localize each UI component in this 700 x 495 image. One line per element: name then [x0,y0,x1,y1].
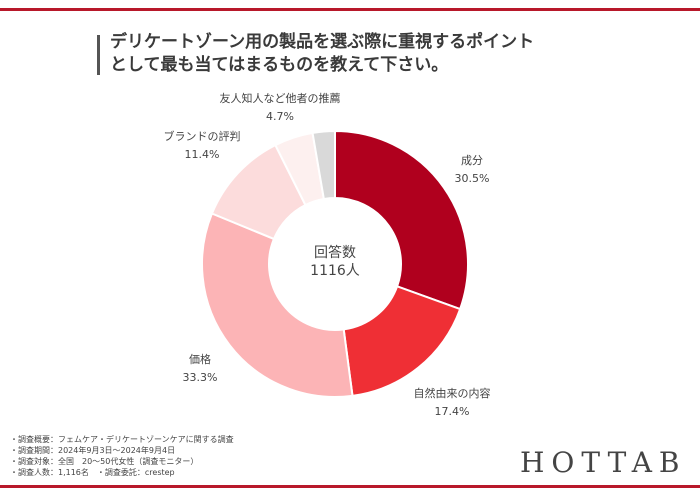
category-label: 成分 [461,154,483,167]
slice-label-natural: 自然由来の内容 17.4% [397,385,507,421]
title-line-2: として最も当てはまるものを教えて下さい。 [110,55,449,75]
value-label: 4.7% [266,110,294,123]
slice-label-brand: ブランドの評判 11.4% [152,128,252,164]
slice-label-price: 価格 33.3% [170,351,230,387]
value-label: 33.3% [182,371,218,384]
chart-title: デリケートゾーン用の製品を選ぶ際に重視するポイント として最も当てはまるものを教… [110,31,670,77]
category-label: ブランドの評判 [163,130,241,143]
note-line: ・調査人数：1,116名 ・調査委託：crestep [10,468,175,477]
donut-slice [311,129,336,201]
donut-slice [334,129,469,311]
value-label: 11.4% [184,148,220,161]
donut-center: 回答数 1116人 [285,244,385,280]
note-line: ・調査対象：全国 20〜50代女性（調査モニター） [10,457,199,466]
title-accent-bar [97,35,100,75]
center-count: 1116人 [310,263,360,279]
survey-notes: ・調査概要：フェムケア・デリケートゾーンケアに関する調査 ・調査期間：2024年… [10,434,234,478]
category-label: 友人知人など他者の推薦 [219,92,341,105]
top-accent-line [0,8,700,11]
center-label: 回答数 [314,245,356,261]
value-label: 17.4% [434,405,470,418]
value-label: 30.5% [454,172,490,185]
category-label: 自然由来の内容 [413,387,491,400]
note-line: ・調査概要：フェムケア・デリケートゾーンケアに関する調査 [10,435,234,444]
slice-label-recommendation: 友人知人など他者の推薦 4.7% [205,90,355,126]
slice-label-ingredients: 成分 30.5% [437,152,507,188]
brand-logo: HOTTAB [520,446,687,479]
bottom-accent-line [0,485,700,488]
title-line-1: デリケートゾーン用の製品を選ぶ際に重視するポイント [110,32,535,52]
donut-slice [342,285,462,397]
category-label: 価格 [189,353,211,366]
donut-slice [201,212,354,398]
note-line: ・調査期間：2024年9月3日〜2024年9月4日 [10,446,176,455]
